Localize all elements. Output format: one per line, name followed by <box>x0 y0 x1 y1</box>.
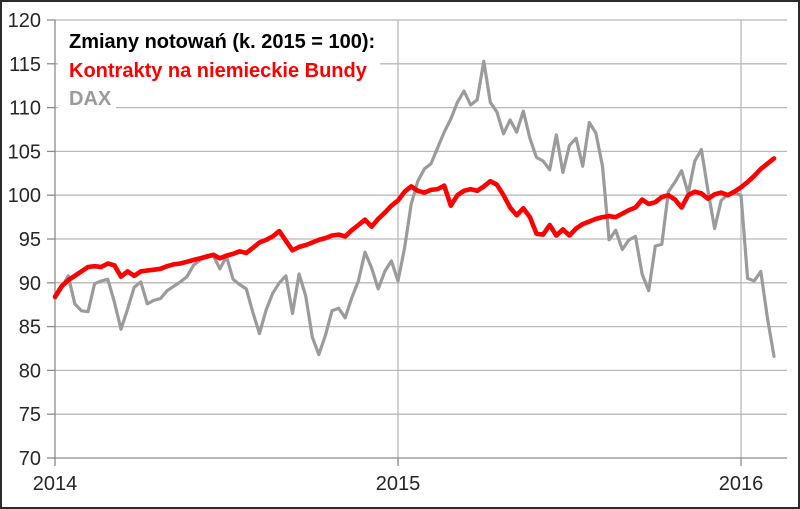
y-tick-label: 120 <box>8 10 41 32</box>
y-tick-label: 80 <box>19 360 41 382</box>
y-tick-label: 95 <box>19 229 41 251</box>
axis-ticks <box>47 19 742 466</box>
series-lines <box>52 59 777 358</box>
gridlines <box>55 19 787 458</box>
y-tick-label: 105 <box>8 141 41 163</box>
legend-series-bundy: Kontrakty na niemieckie Bundy <box>69 60 368 82</box>
tick-labels: 70 75 80 85 90 95 100 105 110 115 120 2014 2015 2016 <box>8 10 764 495</box>
x-tick-label: 2014 <box>33 473 78 495</box>
legend-series-dax: DAX <box>69 88 112 110</box>
y-tick-label: 110 <box>9 98 41 120</box>
legend-background <box>58 28 380 111</box>
legend-title: Zmiany notowań (k. 2015 = 100): <box>69 31 375 53</box>
y-tick-label: 70 <box>19 448 41 470</box>
x-tick-label: 2015 <box>376 473 421 495</box>
series-line-dax <box>53 59 776 358</box>
legend: Zmiany notowań (k. 2015 = 100): Kontrakt… <box>69 31 375 110</box>
y-tick-label: 90 <box>19 273 41 295</box>
y-tick-label: 115 <box>9 54 41 76</box>
y-tick-label: 100 <box>8 185 41 207</box>
y-tick-label: 75 <box>19 404 41 426</box>
x-tick-label: 2016 <box>719 473 764 495</box>
series-line-bundy <box>52 156 777 300</box>
y-tick-label: 85 <box>19 317 41 339</box>
